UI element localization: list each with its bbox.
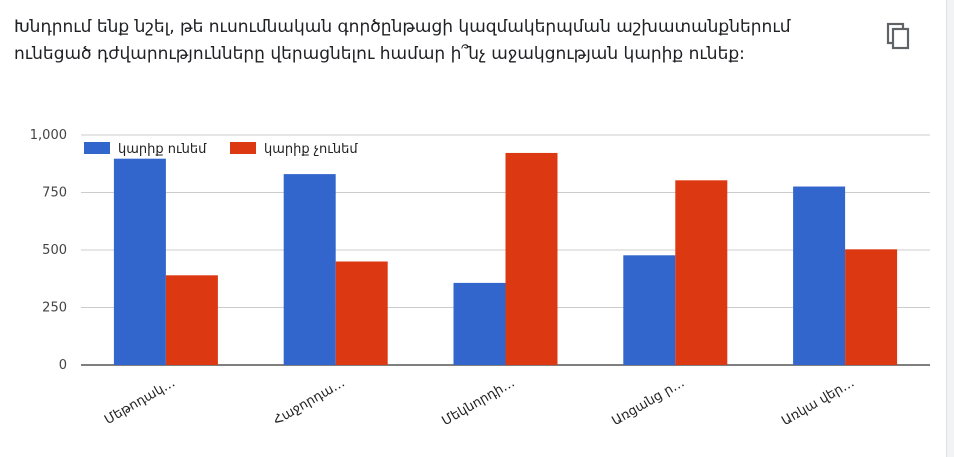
y-tick-label: 500 (42, 243, 67, 258)
legend-label: կարիք չունեմ (264, 142, 358, 157)
y-tick-label: 750 (42, 186, 67, 201)
x-tick-label: Հաջորդա… (271, 375, 348, 428)
bar (505, 152, 558, 365)
x-tick-label: Առցանց ր… (610, 375, 688, 429)
bar (335, 261, 388, 365)
x-tick-label: Մեկնորդի… (440, 375, 518, 429)
legend-label: կարիք ունեմ (118, 142, 207, 157)
x-tick-label: Մեթոդակ… (102, 375, 178, 427)
y-tick-label: 1,000 (30, 128, 67, 143)
bar (623, 255, 676, 365)
bar (675, 180, 728, 365)
copy-icon (886, 22, 910, 50)
bar (113, 158, 166, 365)
bar (165, 275, 218, 365)
copy-chart-button[interactable] (884, 20, 914, 52)
y-tick-label: 250 (42, 301, 67, 316)
legend-swatch (230, 142, 256, 154)
bar (453, 282, 506, 365)
bar (283, 174, 336, 365)
y-tick-label: 0 (59, 358, 67, 373)
bar (845, 249, 898, 365)
bar (793, 186, 846, 365)
bar-chart: 0 250 500 750 1,000 Մեթոդակ… Հաջորդա… Մեկնորդի…… (30, 128, 930, 429)
legend-swatch (84, 142, 110, 154)
question-title: Խնդրում ենք նշել, թե ուսումնական գործընթ… (14, 17, 791, 64)
x-tick-label: Առկա վեր… (779, 375, 857, 429)
